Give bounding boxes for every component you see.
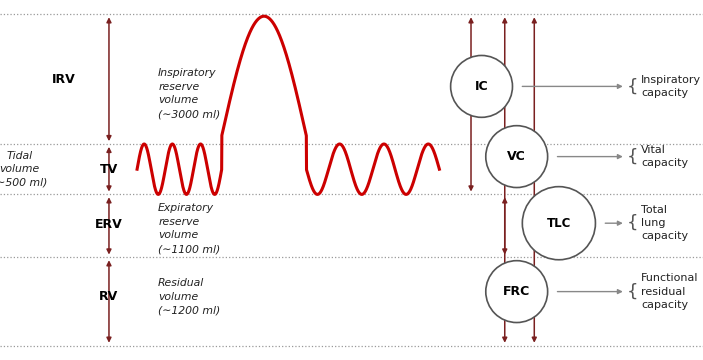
Text: TLC: TLC xyxy=(547,217,571,230)
Ellipse shape xyxy=(486,126,548,188)
Text: IC: IC xyxy=(475,80,489,93)
Text: {: { xyxy=(627,283,638,301)
Ellipse shape xyxy=(486,261,548,323)
Text: Residual
volume
(∼1200 ml): Residual volume (∼1200 ml) xyxy=(158,278,221,316)
Text: Functional
residual
capacity: Functional residual capacity xyxy=(641,273,699,310)
Text: TV: TV xyxy=(100,163,118,176)
Text: {: { xyxy=(627,148,638,166)
Text: Expiratory
reserve
volume
(∼1100 ml): Expiratory reserve volume (∼1100 ml) xyxy=(158,203,221,254)
Ellipse shape xyxy=(522,186,595,260)
Ellipse shape xyxy=(451,55,512,117)
Text: RV: RV xyxy=(99,291,119,303)
Text: {: { xyxy=(627,77,638,95)
Text: IRV: IRV xyxy=(51,73,75,86)
Text: Inspiratory
reserve
volume
(∼3000 ml): Inspiratory reserve volume (∼3000 ml) xyxy=(158,68,221,119)
Text: Tidal
volume
(∼500 ml): Tidal volume (∼500 ml) xyxy=(0,150,47,188)
Text: {: { xyxy=(627,214,638,232)
Text: Total
lung
capacity: Total lung capacity xyxy=(641,205,688,242)
Text: FRC: FRC xyxy=(503,285,530,298)
Text: VC: VC xyxy=(508,150,526,163)
Text: ERV: ERV xyxy=(95,219,123,231)
Text: Vital
capacity: Vital capacity xyxy=(641,145,688,168)
Text: Inspiratory
capacity: Inspiratory capacity xyxy=(641,75,702,98)
